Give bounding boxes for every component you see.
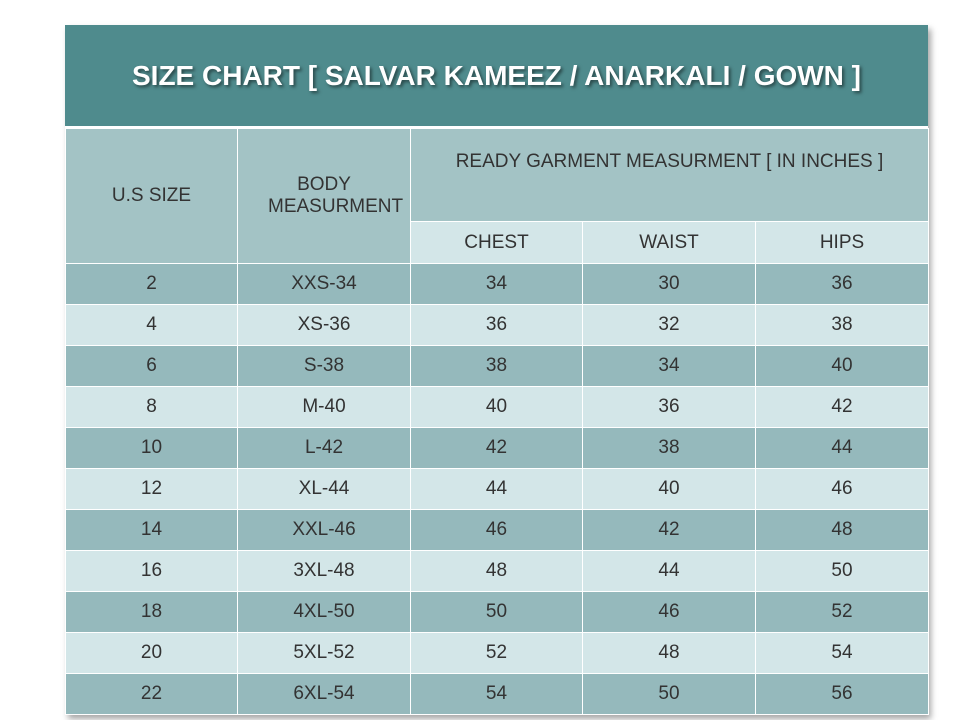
cell: 36 [410, 304, 583, 346]
cell: 48 [755, 509, 929, 551]
subheader-row: CHEST WAIST HIPS [66, 221, 929, 264]
cell: S-38 [237, 345, 411, 387]
data-row: 14 XXL-46 46 42 48 [65, 509, 929, 551]
header-cell: READY GARMENT MEASURMENT [ IN INCHES ] [410, 128, 929, 222]
data-row: 2 XXS-34 34 30 36 [65, 263, 929, 305]
cell: 48 [410, 550, 583, 592]
cell: 42 [410, 427, 583, 469]
cell: 50 [582, 673, 756, 715]
cell: 12 [65, 468, 238, 510]
header-cell: HIPS [755, 221, 929, 264]
size-chart: SIZE CHART [ SALVAR KAMEEZ / ANARKALI / … [65, 25, 929, 715]
cell: XS-36 [237, 304, 411, 346]
data-row: 20 5XL-52 52 48 54 [65, 632, 929, 674]
cell: 40 [410, 386, 583, 428]
cell: 32 [582, 304, 756, 346]
cell: 50 [755, 550, 929, 592]
data-row: 8 M-40 40 36 42 [65, 386, 929, 428]
header-cell: WAIST [582, 221, 756, 264]
table-body: U.S SIZE BODY MEASURMENT READY GARMENT M… [65, 128, 929, 715]
data-row: 4 XS-36 36 32 38 [65, 304, 929, 346]
cell: 56 [755, 673, 929, 715]
cell: 4XL-50 [237, 591, 411, 633]
title: SIZE CHART [ SALVAR KAMEEZ / ANARKALI / … [65, 25, 928, 128]
cell: 38 [582, 427, 756, 469]
header-cell: BODY MEASURMENT [237, 128, 411, 264]
cell: 4 [65, 304, 238, 346]
cell: 30 [582, 263, 756, 305]
cell: 48 [582, 632, 756, 674]
cell: 2 [65, 263, 238, 305]
cell: 14 [65, 509, 238, 551]
cell: 3XL-48 [237, 550, 411, 592]
header-cell: CHEST [410, 221, 583, 264]
cell: 34 [410, 263, 583, 305]
cell: 18 [65, 591, 238, 633]
cell: 52 [755, 591, 929, 633]
cell: 44 [755, 427, 929, 469]
data-row: 10 L-42 42 38 44 [65, 427, 929, 469]
cell: 44 [582, 550, 756, 592]
cell: 20 [65, 632, 238, 674]
cell: 34 [582, 345, 756, 387]
data-row: 18 4XL-50 50 46 52 [65, 591, 929, 633]
cell: 40 [582, 468, 756, 510]
cell: XXS-34 [237, 263, 411, 305]
cell: XL-44 [237, 468, 411, 510]
cell: 16 [65, 550, 238, 592]
cell: L-42 [237, 427, 411, 469]
data-row: 22 6XL-54 54 50 56 [65, 673, 929, 715]
cell: 52 [410, 632, 583, 674]
cell: M-40 [237, 386, 411, 428]
cell: 10 [65, 427, 238, 469]
cell: 46 [582, 591, 756, 633]
cell: XXL-46 [237, 509, 411, 551]
cell: 50 [410, 591, 583, 633]
data-row: 16 3XL-48 48 44 50 [65, 550, 929, 592]
header-cell: U.S SIZE [65, 128, 238, 264]
cell: 46 [755, 468, 929, 510]
cell: 22 [65, 673, 238, 715]
data-row: 6 S-38 38 34 40 [65, 345, 929, 387]
cell: 38 [755, 304, 929, 346]
cell: 54 [410, 673, 583, 715]
cell: 42 [755, 386, 929, 428]
cell: 36 [755, 263, 929, 305]
table: U.S SIZE BODY MEASURMENT READY GARMENT M… [65, 128, 929, 715]
cell: 44 [410, 468, 583, 510]
cell: 40 [755, 345, 929, 387]
cell: 54 [755, 632, 929, 674]
cell: 5XL-52 [237, 632, 411, 674]
data-row: 12 XL-44 44 40 46 [65, 468, 929, 510]
cell: 38 [410, 345, 583, 387]
cell: 6 [65, 345, 238, 387]
cell: 46 [410, 509, 583, 551]
cell: 42 [582, 509, 756, 551]
cell: 36 [582, 386, 756, 428]
cell: 6XL-54 [237, 673, 411, 715]
header-row: U.S SIZE BODY MEASURMENT READY GARMENT M… [65, 128, 929, 264]
cell: 8 [65, 386, 238, 428]
